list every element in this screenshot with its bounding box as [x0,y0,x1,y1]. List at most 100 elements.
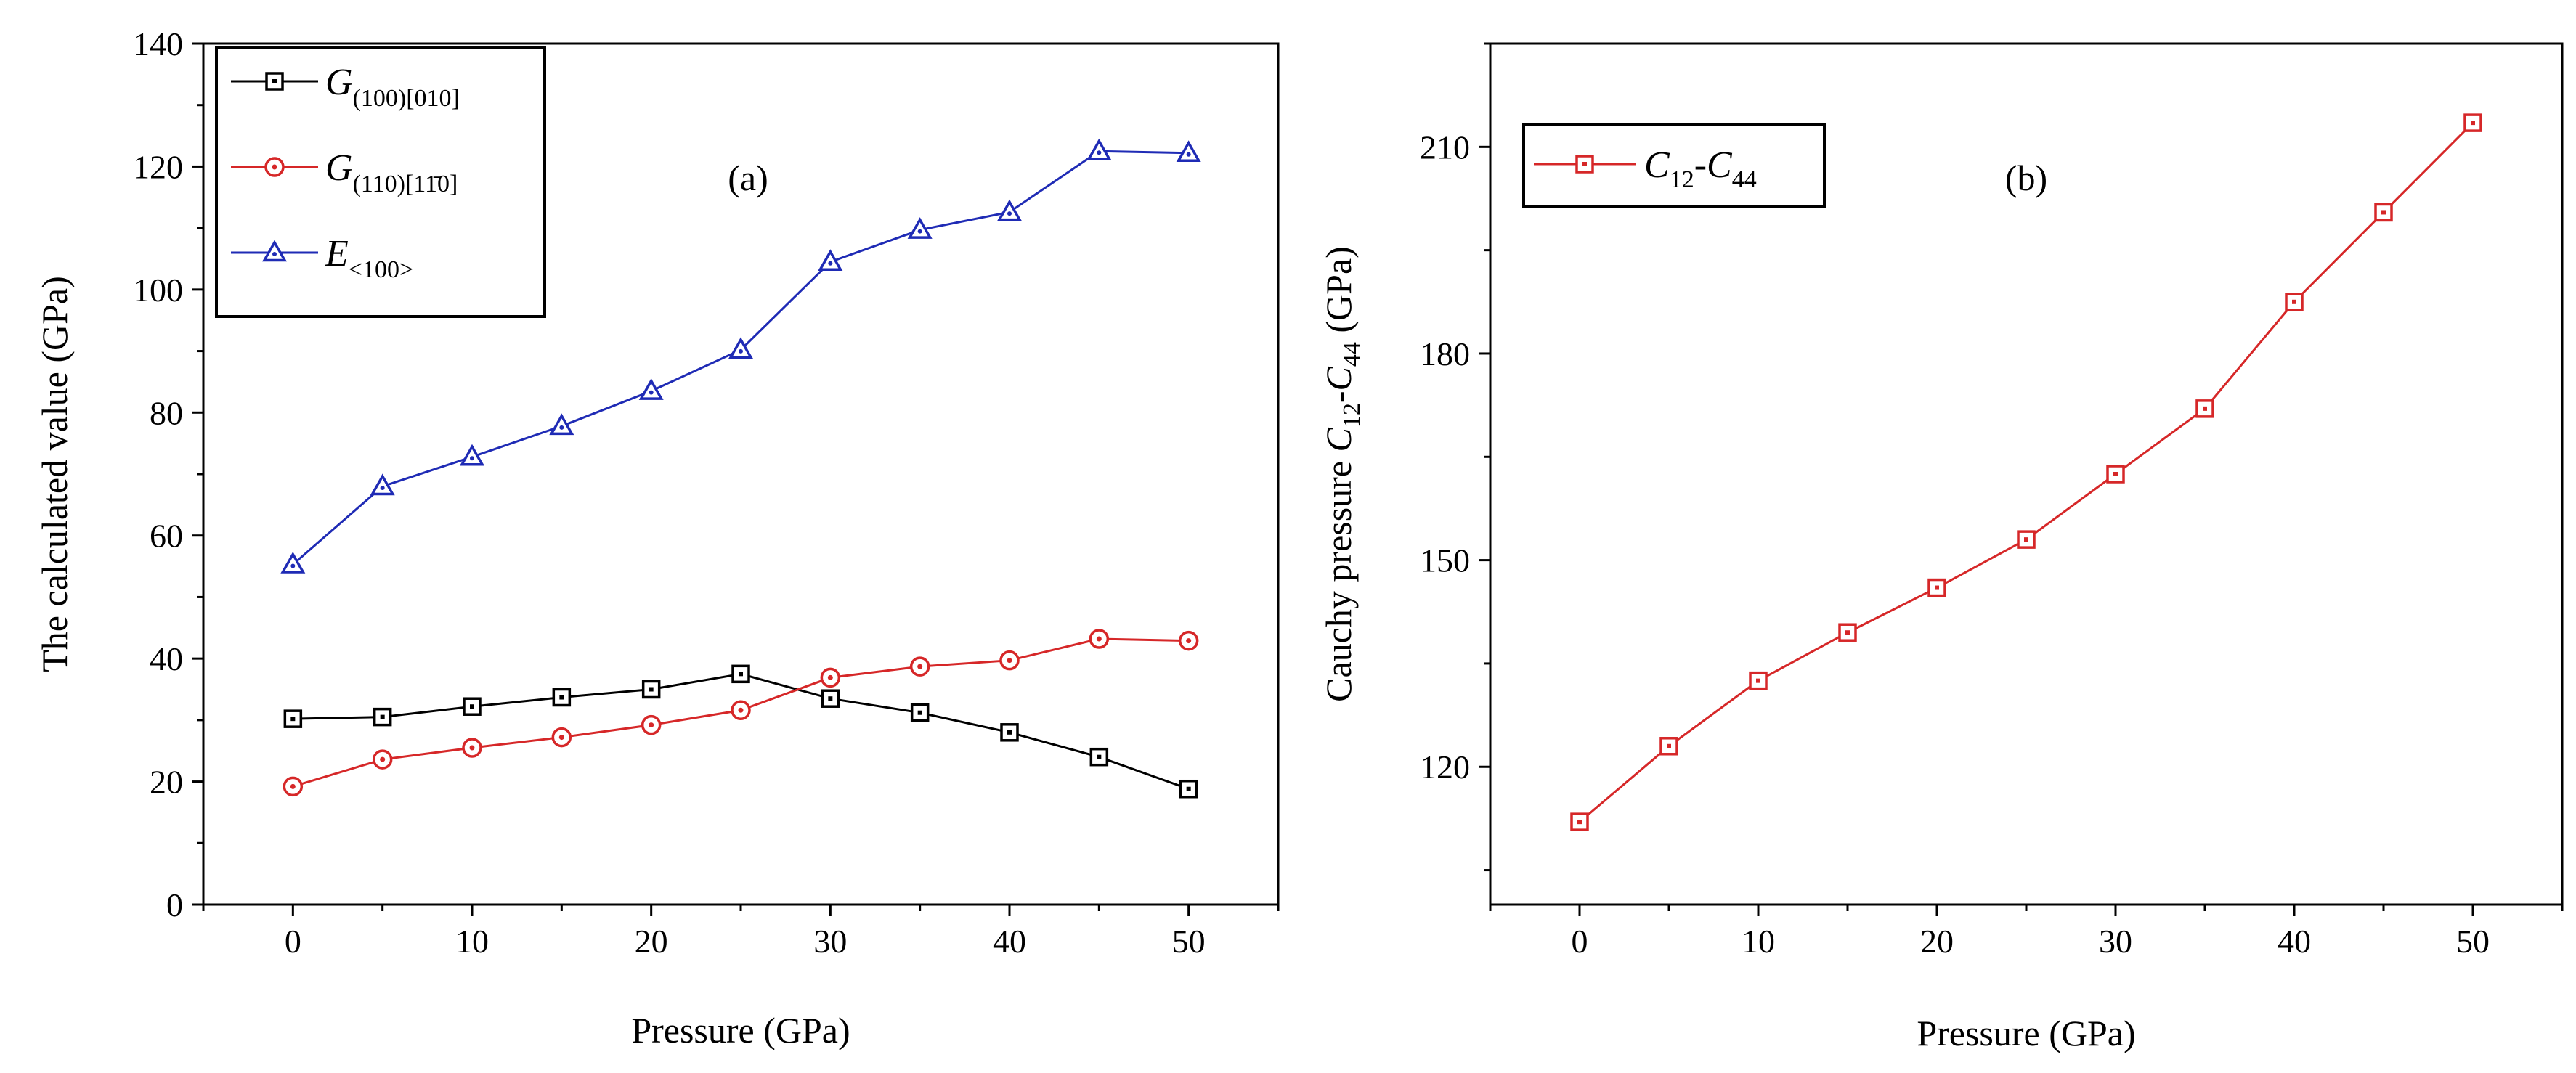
panel-a-ytick-label: 40 [150,640,183,677]
panel-b-series-0-point-dot [2024,537,2028,542]
panel-a-series-2-point-dot [649,390,654,395]
panel-a-series-2-point-dot [1007,211,1012,216]
panel-a-xtick-label: 30 [813,923,847,960]
panel-a-legend-label-0-main: G [325,62,353,103]
panel-b-series-0-point-dot [1577,820,1582,825]
panel-a-ytick-label: 80 [150,394,183,431]
panel-a-series-2-point-outline [907,217,933,239]
panel-a-series-1-point [731,700,751,721]
panel-a-series-2-point [280,552,306,574]
panel-a-series-2-point-outline [549,413,574,436]
panel-a-legend-marker-1-dot [272,164,277,170]
panel-a-series-2-point [638,378,664,400]
panel-b-legend-label-0-c2: C [1707,144,1733,186]
panel-a-ytick-label: 20 [150,764,183,801]
panel-a-xlabel: Pressure (GPa) [631,1010,850,1050]
panel-a-series-2-point [996,199,1023,221]
panel-b-ylabel: Cauchy pressure C12-C44 (GPa) [1318,246,1365,702]
panel-b-legend: C12-C44 [1522,123,1826,208]
panel-b-xtick-label: 40 [2278,923,2311,960]
panel-a-series-0-point [731,664,750,684]
panel-a-series-0-line [293,672,1190,791]
panel-b-series-0-point [2285,293,2304,311]
panel-b-series-0-point-dot [2203,406,2207,411]
panel-b-legend-box [1522,123,1826,208]
panel-b-ylabel-suffix: (GPa) [1318,246,1359,342]
panel-b-series-0-point [2374,203,2393,222]
panel-a-xtick-label: 40 [993,923,1026,960]
panel-a-series-2-point [818,249,843,271]
panel-a-series-2-point [549,413,574,436]
panel-a-series-0-point-dot [290,717,296,722]
panel-b-ytick-label: 150 [1420,542,1470,579]
panel-b-xtick-label: 10 [1742,923,1775,960]
panel-b-ylabel-sub2: 44 [1338,342,1365,367]
panel-a-legend-label-1: G(110)[11̄0] [325,147,458,197]
panel-b-series-0-point-dot [1845,630,1850,635]
panel-b-legend-marker-0 [1575,155,1594,174]
panel-a-ytick-label: 100 [133,272,183,309]
panel-a-series-1-point [909,656,930,677]
panel-a-series [280,138,1201,799]
panel-a-series-1-point-dot [469,745,475,751]
panel-a-series-1-point [551,727,572,748]
panel-a-series-2-point [728,337,754,359]
panel-a-series-1-point-dot [827,674,833,680]
panel-a-series-1-point [820,667,841,688]
panel-a-series-1-point-dot [558,735,564,741]
panel-b-label: (b) [2005,158,2047,198]
panel-b-series-0-point [1749,671,1768,690]
panel-a-legend-label-2: E<100> [325,233,413,283]
panel-a-xtick-label: 50 [1172,923,1206,960]
panel-a-series-2-point-dot [917,229,922,234]
panel-a-legend-label-0-sub: (100)[010] [353,85,460,112]
panel-a-series-2-point-outline [996,199,1023,221]
panel-a-series-2-point-dot [290,563,296,568]
panel-a-series-2-point-outline [280,552,306,574]
panel-a-legend-label-0: G(100)[010] [325,62,460,112]
panel-b-legend-label-0-sub2: 44 [1732,166,1757,193]
panel-a-legend-box [215,46,546,318]
panel-b-series-0-point-dot [1756,678,1760,683]
panel-b-legend-label-0-sub1: 12 [1670,166,1694,193]
panel-a-series-1-point [462,738,482,758]
panel-b-series-0-point-dot [2113,472,2118,476]
panel-a-series-2-point-outline [459,444,485,466]
panel-a-series-2-point-outline [728,337,754,359]
panel-b-series-0-point [1570,812,1589,831]
panel-a-series-0-point-dot [470,704,474,709]
panel-a-series-2-point [1176,140,1201,163]
panel-b-series-0-point-dot [2381,210,2386,215]
panel-a-series-0-point-dot [917,710,922,715]
panel-a-xtick-label: 10 [455,923,489,960]
panel-a-series-0-point [283,709,303,728]
panel-a-series-2-point-dot [1097,150,1102,155]
panel-a-label: (a) [728,158,768,198]
panel-a-series-2-point [907,217,933,239]
panel-a-series-0-point-dot [828,696,833,701]
panel-b-xtick-label: 0 [1572,923,1588,960]
panel-a-series-0-point [552,688,572,707]
panel-a-series-1-point-dot [1007,658,1012,664]
panel-a-xtick-label: 20 [635,923,668,960]
panel-b-legend-items: C12-C44 [1534,144,1757,193]
panel-a-series-1-point [1178,630,1199,651]
panel-a-series-0-point-dot [739,672,743,677]
panel-a-series-0-point-dot [1186,786,1191,791]
panel-a-series-2-point-outline [1176,140,1201,163]
panel-a-series-1-point [641,714,662,735]
panel-a-series-2-point [1086,138,1112,160]
panel-a-series-0-point-dot [1097,754,1102,759]
panel-a-series-1-point-dot [649,722,654,728]
panel-b-ylabel-c2: C [1318,366,1359,391]
panel-b-ylabel-sub1: 12 [1338,403,1365,428]
panel-b-series-0-point [1838,623,1857,642]
panel-a-xtick-label: 0 [285,923,301,960]
panel-b-ytick-label: 120 [1420,748,1470,786]
panel-b-series-0-point [2106,465,2125,484]
panel-a-series-0-point [641,680,661,699]
panel-b-series-0-point [1927,578,1946,597]
panel-a-series-0-point-dot [559,695,564,700]
panel-b-legend-label-0-dash: - [1694,144,1707,186]
panel-b-series-0-point [2463,113,2482,132]
